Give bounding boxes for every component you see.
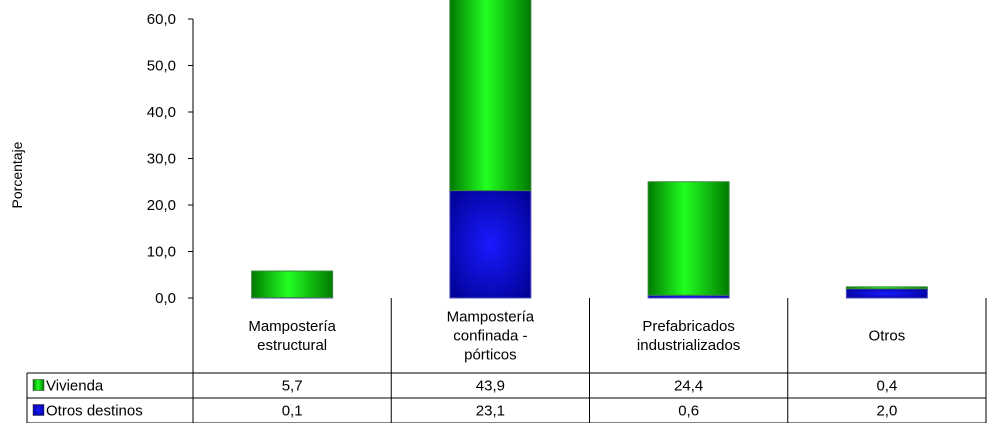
bar-otros-destinos-3 <box>845 288 928 299</box>
bar-vivienda-2 <box>647 181 730 296</box>
y-tick-label: 20,0 <box>147 197 176 214</box>
data-label: 5,7 <box>282 378 303 395</box>
y-tick-label: 30,0 <box>147 151 176 168</box>
y-axis-label: Porcentaje <box>9 141 25 208</box>
data-label: 0,4 <box>876 378 897 395</box>
category-label: confinada - <box>453 328 527 345</box>
y-tick-label: 40,0 <box>147 104 176 121</box>
y-tick-label: 50,0 <box>147 58 176 75</box>
bar-vivienda-1 <box>449 0 532 192</box>
y-tick-label: 0,0 <box>155 290 176 307</box>
legend-swatch-vivienda <box>32 379 45 391</box>
data-label: 23,1 <box>476 403 505 420</box>
category-label: Prefabricados <box>642 318 735 335</box>
legend-label: Vivienda <box>46 378 104 395</box>
legend-swatch-otros-destinos <box>32 404 45 416</box>
y-tick-label: 60,0 <box>147 11 176 28</box>
category-label: industrializados <box>637 337 740 354</box>
data-label: 2,0 <box>876 403 897 420</box>
bar-otros-destinos-1 <box>449 190 532 299</box>
bar-vivienda-3 <box>845 286 928 290</box>
category-label: Mampostería <box>447 309 535 326</box>
data-label: 24,4 <box>674 378 703 395</box>
legend-label: Otros destinos <box>46 403 143 420</box>
data-label: 43,9 <box>476 378 505 395</box>
category-label: Otros <box>869 328 906 345</box>
bar-vivienda-0 <box>251 270 334 299</box>
category-label: pórticos <box>464 347 517 364</box>
bars <box>251 0 928 299</box>
y-tick-label: 10,0 <box>147 244 176 261</box>
category-label: Mampostería <box>248 318 336 335</box>
data-table: Mampostería estructural Mampostería confina… <box>26 298 987 423</box>
y-axis: 0,0 10,0 20,0 30,0 40,0 50,0 60,0 <box>147 11 194 307</box>
data-label: 0,1 <box>282 403 303 420</box>
category-label: estructural <box>257 337 327 354</box>
data-label: 0,6 <box>678 403 699 420</box>
